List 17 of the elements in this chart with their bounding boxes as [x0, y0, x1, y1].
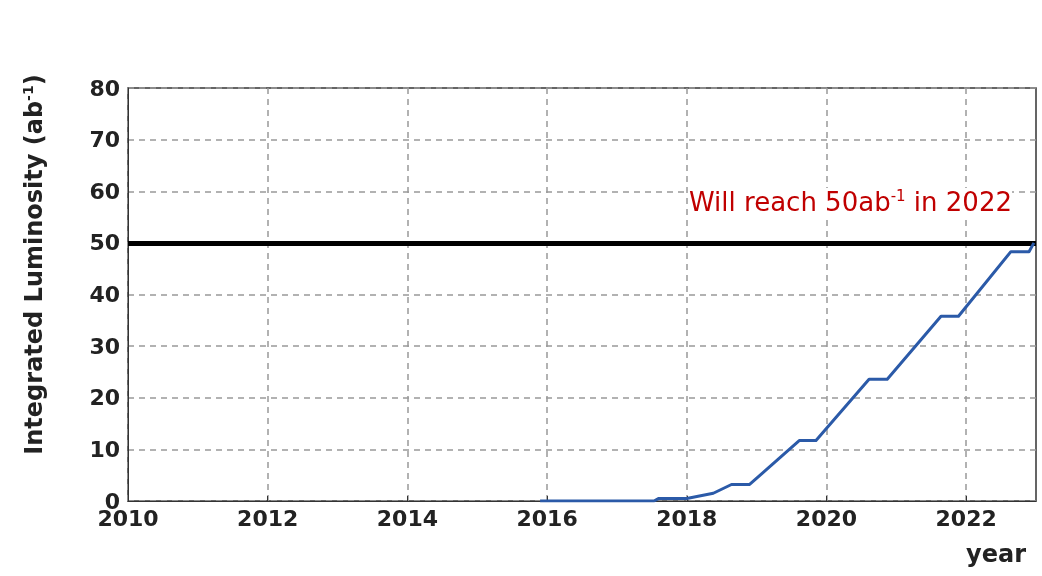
x-axis-title: year [966, 540, 1027, 568]
y-tick-label: 70 [89, 127, 120, 153]
line-series [538, 241, 1036, 503]
x-tick-label: 2014 [376, 505, 438, 531]
x-tick-label: 2022 [935, 505, 997, 531]
y-tick-label: 60 [89, 178, 120, 204]
y-tick-label: 10 [89, 436, 120, 462]
x-tick-label: 2012 [237, 505, 299, 531]
y-tick-label: 20 [89, 385, 120, 411]
x-tick-label: 2016 [516, 505, 578, 531]
y-tick-label: 40 [89, 282, 120, 307]
x-tick-label: 2018 [656, 505, 718, 531]
x-tick-label: 2020 [795, 505, 858, 531]
y-tick-label: 80 [89, 75, 120, 101]
y-tick-label: 30 [89, 333, 120, 359]
y-tick-label: 50 [89, 230, 120, 256]
y-axis-title: Integrated Luminosity (ab-1) [20, 74, 48, 455]
